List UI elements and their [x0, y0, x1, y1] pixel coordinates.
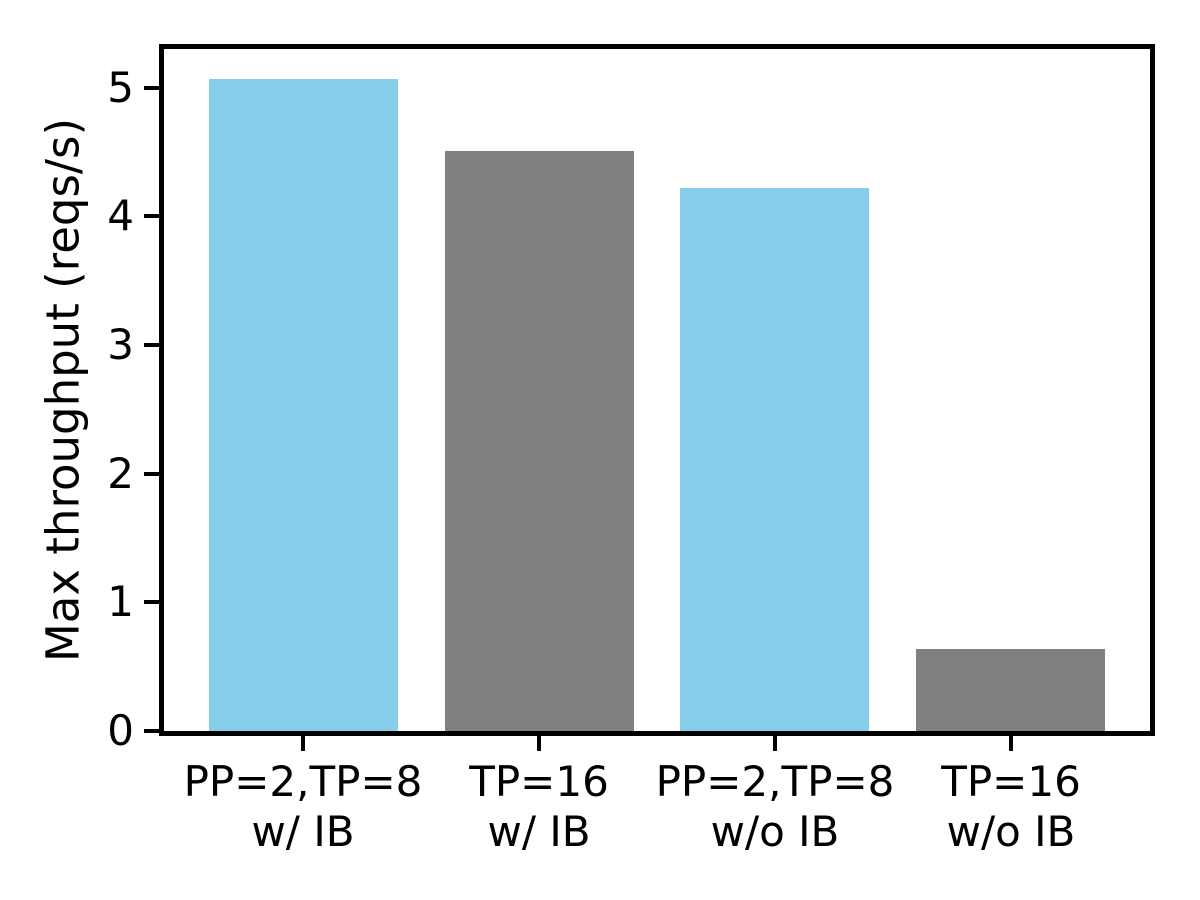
- y-tick-label: 0: [107, 706, 134, 755]
- y-tick-mark: [144, 472, 159, 476]
- bar: [680, 188, 869, 731]
- x-tick-label: PP=2,TP=8 w/ IB: [183, 757, 423, 856]
- bar: [916, 649, 1105, 731]
- y-tick-label: 1: [107, 577, 134, 626]
- x-tick-label: TP=16 w/ IB: [469, 757, 609, 856]
- y-tick-mark: [144, 86, 159, 90]
- bar: [209, 79, 398, 731]
- y-tick-label: 4: [107, 191, 134, 240]
- x-tick-mark: [537, 736, 541, 751]
- plot-inner: [164, 49, 1150, 731]
- y-tick-label: 2: [107, 449, 134, 498]
- x-tick-label: TP=16 w/o IB: [941, 757, 1081, 856]
- y-tick-label: 3: [107, 320, 134, 369]
- y-tick-mark: [144, 343, 159, 347]
- x-tick-mark: [1009, 736, 1013, 751]
- y-tick-mark: [144, 214, 159, 218]
- x-tick-label: PP=2,TP=8 w/o IB: [655, 757, 895, 856]
- y-tick-label: 5: [107, 63, 134, 112]
- x-tick-mark: [773, 736, 777, 751]
- bar: [445, 151, 634, 731]
- x-tick-mark: [301, 736, 305, 751]
- plot-area: [159, 44, 1155, 736]
- y-tick-mark: [144, 729, 159, 733]
- y-tick-mark: [144, 600, 159, 604]
